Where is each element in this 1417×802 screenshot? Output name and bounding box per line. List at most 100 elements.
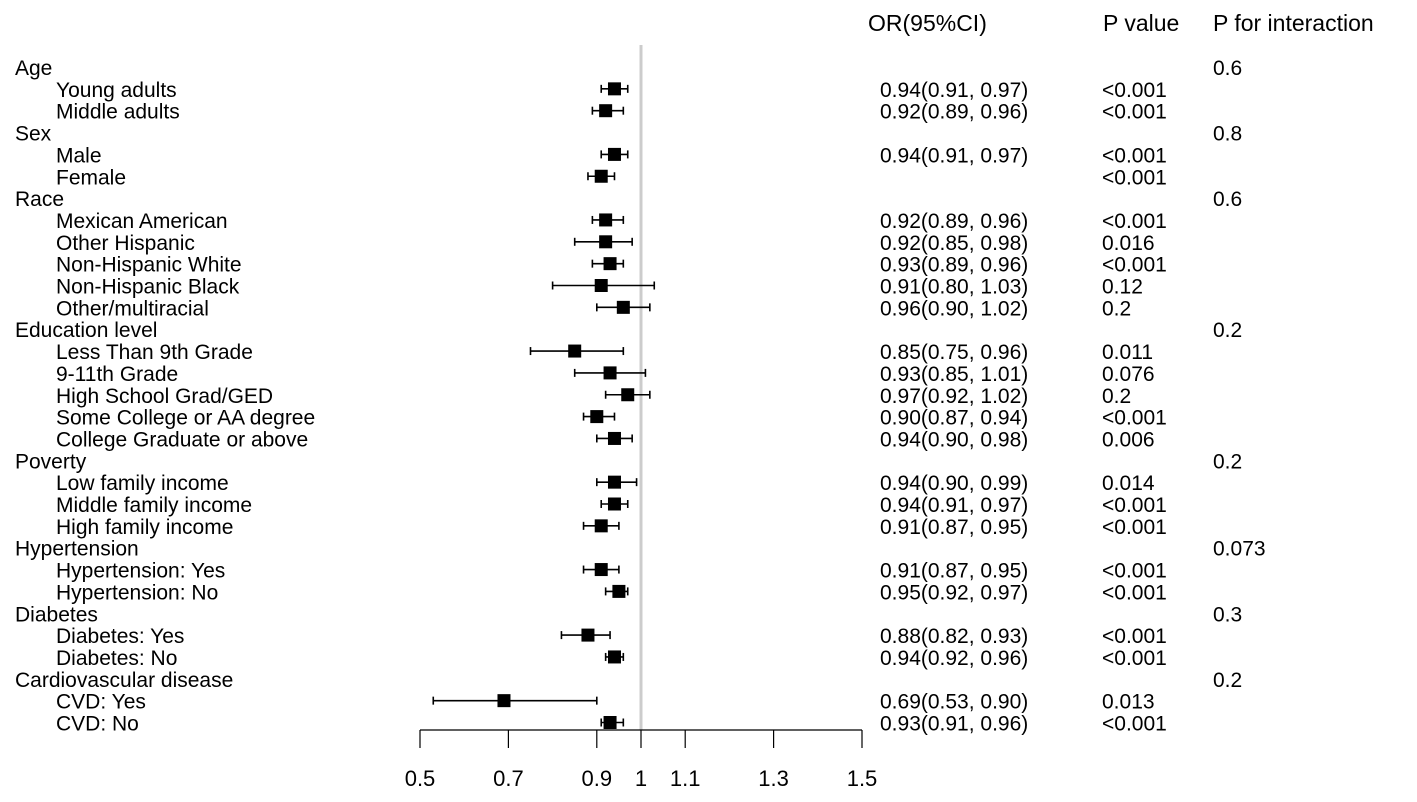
or-point (607, 82, 621, 96)
or-ci-value: 0.90(0.87, 0.94) (880, 407, 1028, 430)
group-label: Race (15, 188, 64, 211)
p-interaction-value: 0.2 (1213, 669, 1242, 692)
subgroup-label: Non-Hispanic Black (56, 276, 240, 299)
subgroup-label: Other/multiracial (56, 297, 209, 320)
p-value: <0.001 (1102, 713, 1167, 736)
or-ci-value: 0.92(0.85, 0.98) (880, 232, 1028, 255)
or-point (616, 300, 630, 314)
or-ci-value: 0.96(0.90, 1.02) (880, 297, 1028, 320)
or-ci-value: 0.91(0.80, 1.03) (880, 276, 1028, 299)
or-ci-value: 0.92(0.89, 0.96) (880, 210, 1028, 233)
or-point (590, 410, 604, 424)
or-point (599, 104, 613, 118)
or-point (603, 257, 617, 271)
p-interaction-value: 0.3 (1213, 603, 1242, 626)
group-label: Diabetes (15, 603, 98, 626)
p-value: <0.001 (1102, 647, 1167, 670)
subgroup-label: Hypertension: Yes (56, 560, 225, 583)
p-value: 0.006 (1102, 428, 1155, 451)
x-tick-label: 0.5 (405, 766, 436, 791)
or-ci-value: 0.69(0.53, 0.90) (880, 691, 1028, 714)
p-value: <0.001 (1102, 516, 1167, 539)
or-point (621, 388, 635, 402)
p-value: <0.001 (1102, 407, 1167, 430)
or-point (497, 694, 511, 708)
subgroup-label: Mexican American (56, 210, 228, 233)
header-p-interaction: P for interaction (1213, 10, 1374, 36)
p-interaction-value: 0.6 (1213, 188, 1242, 211)
or-point (594, 169, 608, 183)
subgroup-label: Low family income (56, 472, 229, 495)
or-ci-value: 0.94(0.90, 0.99) (880, 472, 1028, 495)
subgroup-label: Some College or AA degree (56, 407, 315, 430)
p-value: 0.2 (1102, 385, 1131, 408)
or-ci-value: 0.94(0.91, 0.97) (880, 79, 1028, 102)
subgroup-label: Other Hispanic (56, 232, 195, 255)
subgroup-label: CVD: No (56, 713, 139, 736)
or-ci-value: 0.94(0.91, 0.97) (880, 144, 1028, 167)
group-label: Age (15, 57, 52, 80)
p-value: <0.001 (1102, 581, 1167, 604)
p-value: <0.001 (1102, 494, 1167, 517)
p-value: 0.014 (1102, 472, 1155, 495)
subgroup-label: High family income (56, 516, 233, 539)
p-value: <0.001 (1102, 254, 1167, 277)
p-interaction-value: 0.2 (1213, 319, 1242, 342)
or-point (607, 431, 621, 445)
or-ci-value: 0.93(0.89, 0.96) (880, 254, 1028, 277)
or-point (599, 213, 613, 227)
subgroup-label: College Graduate or above (56, 428, 308, 451)
p-value: 0.2 (1102, 297, 1131, 320)
subgroup-label: Hypertension: No (56, 581, 218, 604)
or-ci-value: 0.94(0.90, 0.98) (880, 428, 1028, 451)
subgroup-label: Male (56, 144, 102, 167)
p-value: 0.011 (1102, 341, 1153, 364)
subgroup-label: Middle adults (56, 101, 180, 124)
x-tick-label: 1.3 (758, 766, 789, 791)
or-ci-value: 0.94(0.91, 0.97) (880, 494, 1028, 517)
subgroup-label: Less Than 9th Grade (56, 341, 253, 364)
or-ci-value: 0.91(0.87, 0.95) (880, 560, 1028, 583)
subgroup-label: Diabetes: No (56, 647, 177, 670)
subgroup-label: Diabetes: Yes (56, 625, 184, 648)
or-point (594, 519, 608, 533)
or-point (612, 584, 626, 598)
or-ci-value: 0.97(0.92, 1.02) (880, 385, 1028, 408)
group-label: Sex (15, 123, 52, 146)
p-value: 0.013 (1102, 691, 1155, 714)
or-ci-value: 0.91(0.87, 0.95) (880, 516, 1028, 539)
p-value: <0.001 (1102, 144, 1167, 167)
p-value: <0.001 (1102, 210, 1167, 233)
p-value: 0.016 (1102, 232, 1155, 255)
subgroup-label: Female (56, 166, 126, 189)
or-point (594, 279, 608, 292)
p-interaction-value: 0.6 (1213, 57, 1242, 80)
or-ci-value: 0.93(0.91, 0.96) (880, 713, 1028, 736)
subgroup-label: Middle family income (56, 494, 252, 517)
header-p-value: P value (1103, 10, 1179, 36)
subgroup-label: High School Grad/GED (56, 385, 273, 408)
p-value: <0.001 (1102, 166, 1167, 189)
or-point (594, 563, 608, 577)
or-point (599, 235, 613, 249)
p-value: <0.001 (1102, 625, 1167, 648)
subgroup-label: CVD: Yes (56, 691, 146, 714)
p-value: <0.001 (1102, 79, 1167, 102)
group-label: Poverty (15, 450, 87, 473)
rows-layer: Age 0.6 Young adults 0.94(0.91, 0.97) <0.001… (15, 57, 1266, 736)
or-ci-value: 0.92(0.89, 0.96) (880, 101, 1028, 124)
or-point (607, 650, 621, 664)
or-ci-value: 0.88(0.82, 0.93) (880, 625, 1028, 648)
x-tick-label: 1.5 (847, 766, 878, 791)
or-ci-value: 0.85(0.75, 0.96) (880, 341, 1028, 364)
group-label: Cardiovascular disease (15, 669, 233, 692)
or-ci-value: 0.95(0.92, 0.97) (880, 581, 1028, 604)
p-interaction-value: 0.2 (1213, 450, 1242, 473)
or-ci-value: 0.93(0.85, 1.01) (880, 363, 1028, 386)
p-value: 0.076 (1102, 363, 1155, 386)
subgroup-label: Young adults (56, 79, 177, 102)
or-point (603, 366, 617, 380)
or-point (607, 497, 621, 511)
header-or-ci: OR(95%CI) (868, 10, 987, 36)
